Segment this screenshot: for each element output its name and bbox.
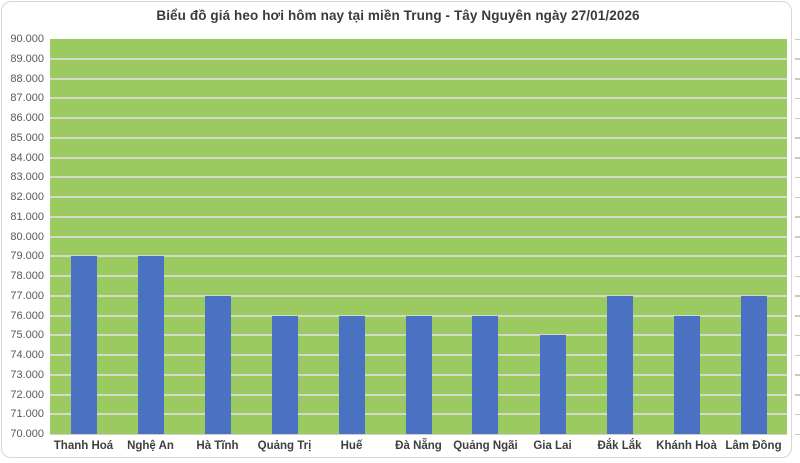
gridline — [50, 156, 787, 159]
bar — [606, 295, 633, 434]
right-edge-tick — [795, 78, 800, 80]
y-tick-label: 87.000 — [10, 92, 44, 105]
right-edge-tick — [795, 58, 800, 60]
bar — [740, 295, 767, 434]
y-tick-label: 79.000 — [10, 250, 44, 263]
gridline — [50, 255, 787, 258]
y-tick-label: 72.000 — [10, 388, 44, 401]
x-category-label: Hà Tĩnh — [196, 440, 239, 452]
chart-title: Biểu đồ giá heo hơi hôm nay tại miền Tru… — [156, 8, 640, 23]
right-edge-tick — [795, 295, 800, 297]
x-category-label: Gia Lai — [533, 440, 572, 452]
bar — [539, 335, 566, 434]
y-tick-label: 71.000 — [10, 408, 44, 421]
bar — [70, 256, 97, 434]
plot-area — [50, 39, 787, 435]
right-edge-tick — [795, 216, 800, 218]
gridline — [50, 294, 787, 297]
gridline — [50, 57, 787, 60]
y-tick-label: 80.000 — [10, 230, 44, 243]
x-category-label: Đắk Lắk — [597, 440, 642, 452]
bar — [204, 295, 231, 434]
y-tick-label: 76.000 — [10, 309, 44, 322]
y-tick-label: 73.000 — [10, 368, 44, 381]
y-tick-label: 81.000 — [10, 210, 44, 223]
y-tick-label: 78.000 — [10, 270, 44, 282]
gridline — [50, 275, 787, 277]
right-edge-tick — [795, 315, 800, 317]
bar — [405, 315, 432, 434]
x-category-label: Thanh Hoá — [53, 440, 114, 452]
y-tick-label: 89.000 — [10, 52, 44, 65]
right-edge-tick — [795, 374, 800, 376]
y-tick-label: 85.000 — [10, 131, 44, 144]
y-axis: 90.000 89.000 88.000 87.000 86.000 85.000 84.0… — [0, 33, 44, 440]
x-category-label: Huế — [340, 440, 363, 452]
right-edge-tick — [795, 413, 800, 416]
x-category-label: Quảng Ngãi — [453, 440, 518, 452]
gridline — [50, 196, 787, 198]
right-edge-tick — [795, 117, 800, 119]
bar — [271, 315, 298, 434]
y-tick-label: 84.000 — [10, 151, 44, 164]
x-category-label: Đà Nẵng — [395, 440, 442, 452]
x-category-label: Lâm Đồng — [725, 440, 782, 452]
gridline — [50, 215, 787, 218]
y-tick-label: 77.000 — [10, 289, 44, 302]
y-tick-label: 74.000 — [10, 349, 44, 361]
right-edge-tick — [795, 38, 800, 40]
right-edge-tick — [795, 196, 800, 198]
gridline — [50, 117, 787, 119]
right-edge-tick — [795, 157, 800, 159]
y-tick-label: 82.000 — [10, 191, 44, 203]
y-tick-label: 88.000 — [10, 72, 44, 85]
bar — [137, 256, 164, 434]
y-tick-label: 83.000 — [10, 171, 44, 184]
bar — [338, 315, 365, 434]
y-tick-label: 75.000 — [10, 329, 44, 342]
bar — [673, 315, 700, 434]
x-axis: Thanh Hoá Nghệ An Hà Tĩnh Quảng Trị Huế Đà Nẵ… — [50, 440, 787, 456]
right-edge-tick — [795, 354, 800, 356]
gridline — [50, 235, 787, 238]
right-edge-tick — [795, 394, 800, 396]
y-tick-label: 90.000 — [10, 33, 44, 45]
gridline — [50, 176, 787, 179]
y-tick-label: 86.000 — [10, 112, 44, 124]
y-tick-label: 70.000 — [10, 428, 44, 440]
right-edge-tick — [795, 176, 800, 179]
x-category-label: Khánh Hoà — [656, 440, 717, 452]
gridline — [50, 136, 787, 139]
right-edge-tick — [795, 433, 800, 435]
gridline — [50, 77, 787, 80]
x-category-label: Quảng Trị — [257, 440, 312, 452]
x-category-label: Nghệ An — [127, 440, 174, 452]
right-edge-tick — [795, 236, 800, 238]
gridline — [50, 97, 787, 100]
right-edge-tick — [795, 97, 800, 100]
right-edge-tick — [795, 275, 800, 277]
right-edge-tick — [795, 137, 800, 139]
right-edge-tick — [795, 334, 800, 337]
right-edge-tick — [795, 255, 800, 258]
bar — [472, 315, 499, 434]
